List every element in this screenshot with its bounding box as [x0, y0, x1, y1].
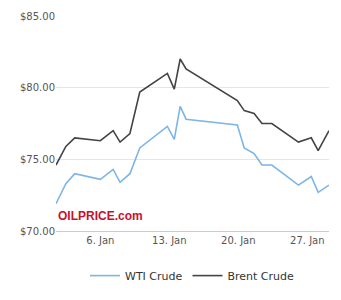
svg-text:$80.00: $80.00 [20, 82, 55, 93]
svg-text:Brent Crude: Brent Crude [227, 270, 294, 283]
svg-text:13. Jan: 13. Jan [152, 235, 187, 246]
svg-text:20. Jan: 20. Jan [221, 235, 256, 246]
svg-text:$70.00: $70.00 [20, 226, 55, 237]
svg-text:WTI Crude: WTI Crude [125, 270, 182, 283]
svg-text:6. Jan: 6. Jan [86, 235, 114, 246]
svg-text:27. Jan: 27. Jan [290, 235, 325, 246]
svg-text:$75.00: $75.00 [20, 154, 55, 165]
svg-text:$85.00: $85.00 [20, 11, 55, 22]
svg-text:OILPRICE.com: OILPRICE.com [58, 209, 143, 223]
